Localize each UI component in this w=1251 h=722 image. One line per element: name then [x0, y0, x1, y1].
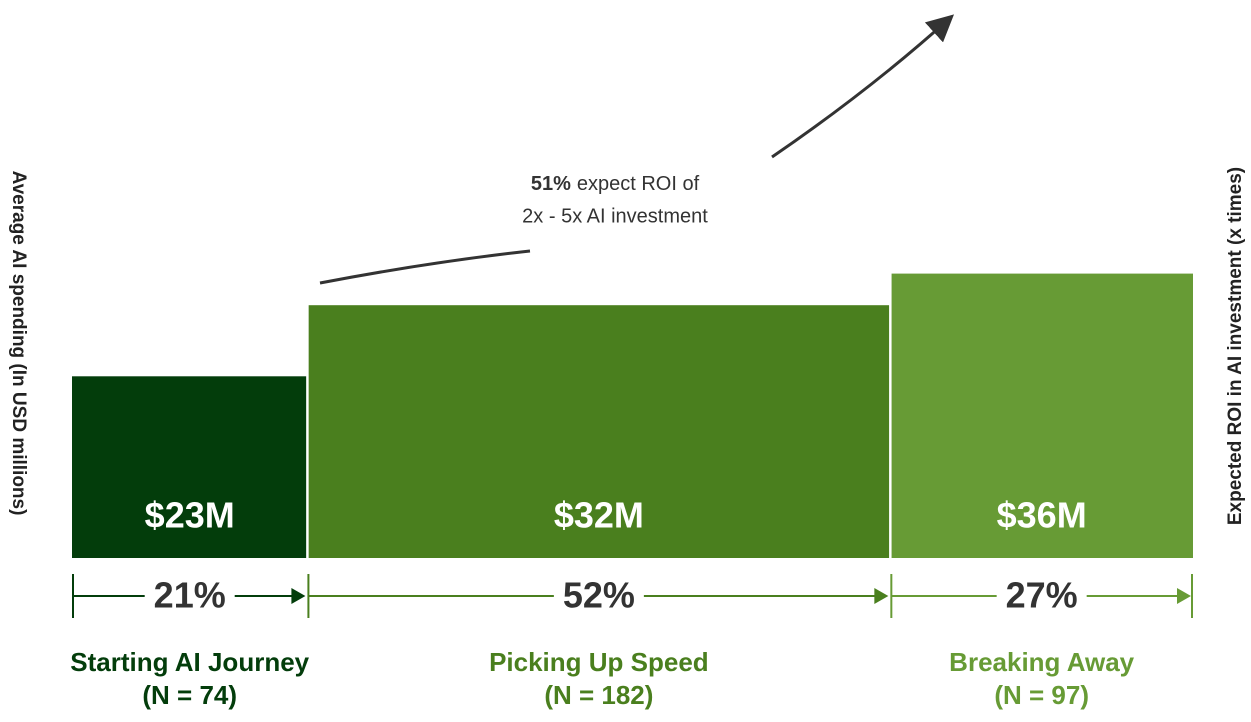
span-label-bg: [553, 576, 644, 616]
span-arrowhead: [1177, 588, 1191, 604]
span-arrowhead: [291, 588, 306, 604]
value-label: $23M: [145, 495, 235, 536]
sample-size-label: (N = 182): [544, 680, 653, 710]
bar: [308, 305, 890, 558]
roi-arrow-tail: [319, 249, 531, 285]
share-label: 27%: [1006, 575, 1078, 616]
roi-arrow-head: [771, 14, 955, 159]
annotation-highlight: 51%: [531, 173, 571, 195]
value-label: $36M: [997, 495, 1087, 536]
y2-axis-title: Expected ROI in AI investment (x times): [1225, 167, 1246, 525]
value-label: $32M: [554, 495, 644, 536]
annotation-text: expect ROI of: [577, 173, 700, 195]
category-label: Starting AI Journey: [70, 647, 309, 677]
annotation-line1: 51% expect ROI of: [531, 173, 700, 195]
bar: [72, 376, 307, 558]
span-arrowhead: [874, 588, 889, 604]
span-label-bg: [144, 576, 235, 616]
annotation-line2: 2x - 5x AI investment: [522, 205, 708, 227]
span-label-bg: [996, 576, 1087, 616]
share-label: 21%: [154, 575, 226, 616]
category-label: Picking Up Speed: [489, 647, 709, 677]
bar: [891, 273, 1193, 558]
share-label: 52%: [563, 575, 635, 616]
y-axis-title: Average AI spending (In USD millions): [8, 171, 29, 516]
sample-size-label: (N = 97): [994, 680, 1089, 710]
category-label: Breaking Away: [949, 647, 1135, 677]
sample-size-label: (N = 74): [142, 680, 237, 710]
